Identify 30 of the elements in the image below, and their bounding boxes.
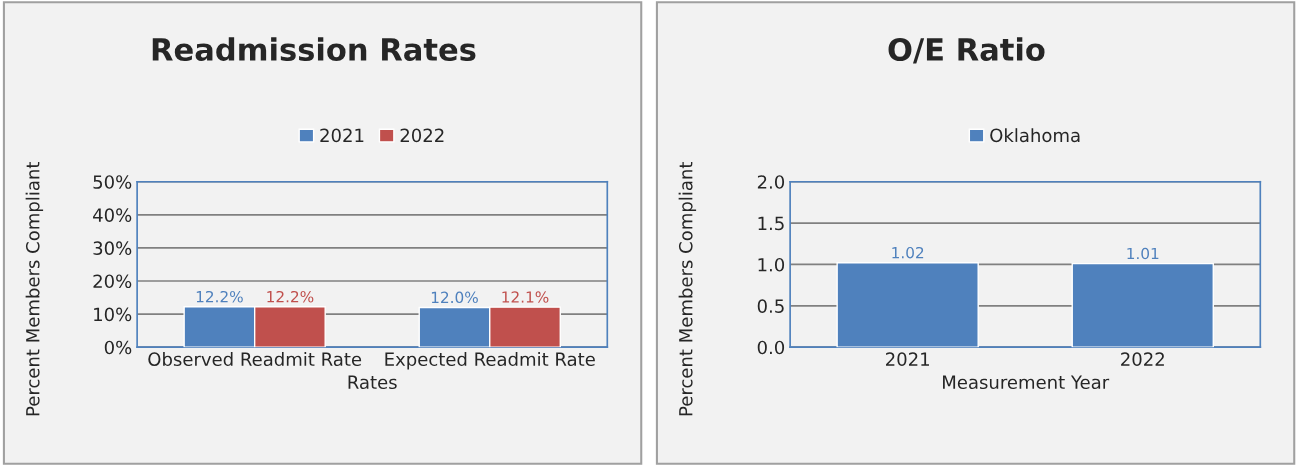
y-axis-title: Percent Members Compliant bbox=[678, 162, 697, 416]
y-tick-label: 1.5 bbox=[758, 216, 784, 231]
legend-label: Oklahoma bbox=[990, 128, 1080, 143]
legend-label: 2021 bbox=[320, 128, 364, 143]
chart-title: Readmission Rates bbox=[152, 37, 476, 62]
x-tick-label: 2021 bbox=[886, 352, 929, 367]
x-tick-label: Expected Readmit Rate bbox=[385, 352, 595, 370]
data-label: 12.0% bbox=[431, 291, 478, 304]
data-label: 1.02 bbox=[892, 246, 924, 259]
y-tick-label: 50% bbox=[93, 175, 132, 189]
y-tick-label: 0.5 bbox=[757, 299, 784, 313]
y-tick-label: 0.0 bbox=[757, 340, 785, 355]
x-tick-label: 2022 bbox=[1121, 352, 1164, 367]
y-tick-label: 40% bbox=[93, 208, 132, 222]
y-tick-label: 20% bbox=[93, 274, 132, 289]
y-axis-title: Percent Members Compliant bbox=[25, 162, 44, 416]
y-tick-label: 0% bbox=[104, 340, 132, 355]
y-tick-label: 1.0 bbox=[758, 257, 785, 272]
legend-label: 2022 bbox=[400, 128, 444, 143]
y-tick-label: 2.0 bbox=[757, 175, 785, 189]
x-tick-label: Observed Readmit Rate bbox=[148, 352, 362, 367]
chart-title: O/E Ratio bbox=[888, 37, 1045, 64]
x-axis-title: Rates bbox=[348, 375, 397, 390]
data-label: 12.1% bbox=[502, 291, 549, 303]
y-tick-label: 30% bbox=[93, 241, 132, 256]
data-label: 12.2% bbox=[267, 290, 314, 303]
x-axis-title: Measurement Year bbox=[943, 375, 1110, 390]
data-label: 12.2% bbox=[196, 290, 243, 303]
data-label: 1.01 bbox=[1127, 247, 1159, 260]
y-tick-label: 10% bbox=[94, 307, 132, 322]
